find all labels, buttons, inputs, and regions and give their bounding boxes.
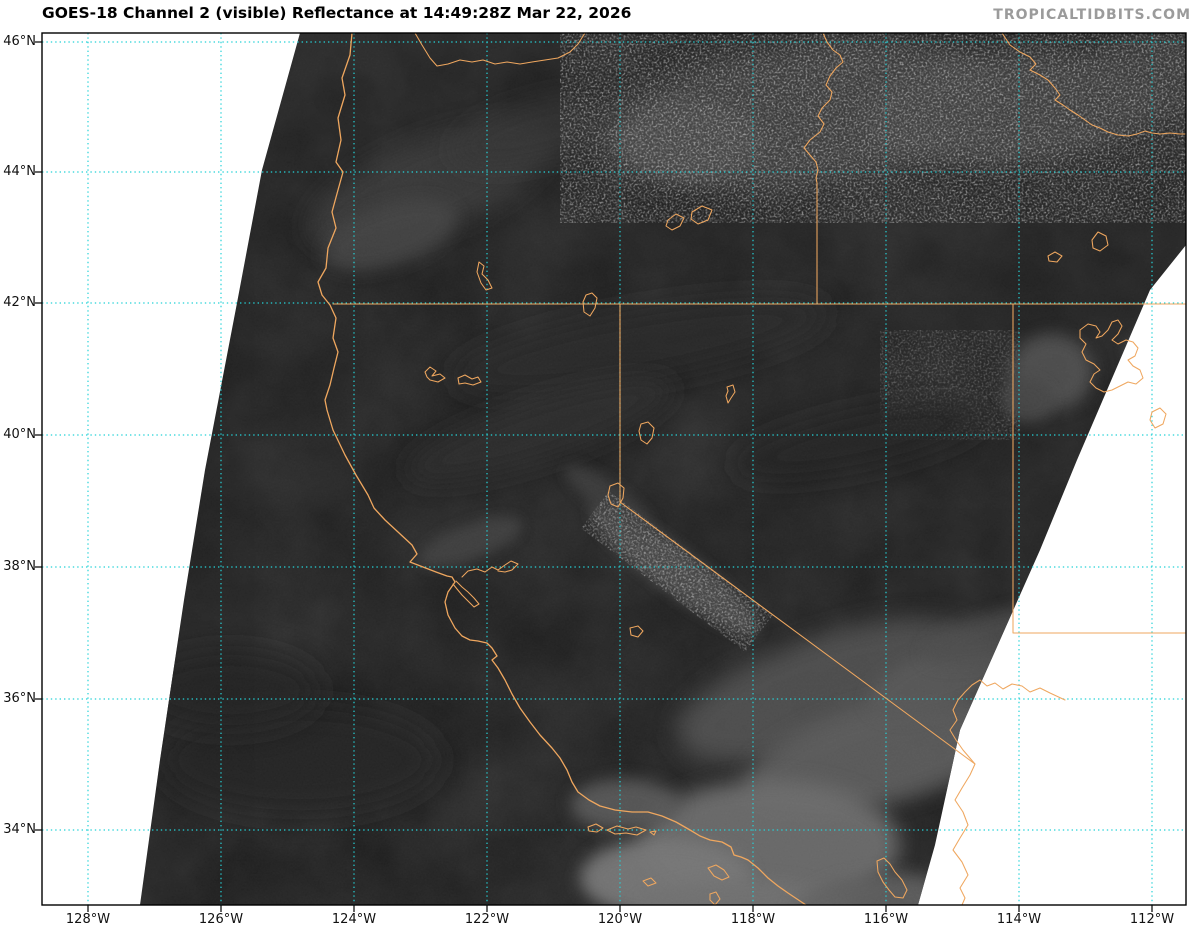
- gridlines: [42, 33, 1186, 905]
- lat-tick-label: 34°N: [3, 822, 36, 837]
- page-title: GOES-18 Channel 2 (visible) Reflectance …: [42, 4, 632, 22]
- lat-tick-label: 36°N: [3, 691, 36, 706]
- columbia-river-path: [414, 33, 586, 67]
- lon-tick-label: 124°W: [331, 912, 377, 927]
- satellite-swath: [140, 33, 1186, 905]
- lon-tick-label: 128°W: [65, 912, 111, 927]
- lat-tick-label: 42°N: [3, 295, 36, 310]
- coastline-path: [317, 33, 807, 905]
- lon-tick-label: 120°W: [597, 912, 643, 927]
- lon-tick-label: 122°W: [464, 912, 510, 927]
- tick-marks: [35, 41, 1153, 912]
- lat-tick-label: 46°N: [3, 34, 36, 49]
- sf-bay-outline: [452, 560, 519, 608]
- colorado-river-path: [949, 679, 1066, 905]
- lat-tick-label: 44°N: [3, 164, 36, 179]
- lat-tick-label: 38°N: [3, 559, 36, 574]
- watermark: TROPICALTIDBITS.COM: [993, 7, 1191, 23]
- fine-grain-noise: [140, 33, 1186, 905]
- lon-tick-label: 114°W: [996, 912, 1042, 927]
- plot-border: [41, 32, 1187, 906]
- lon-tick-label: 118°W: [730, 912, 776, 927]
- lake-outlines: [424, 205, 1167, 905]
- state-borders-path: [332, 33, 1186, 765]
- lon-tick-label: 112°W: [1129, 912, 1175, 927]
- geography: [317, 33, 1186, 905]
- lon-tick-label: 126°W: [198, 912, 244, 927]
- lon-tick-label: 116°W: [863, 912, 909, 927]
- lat-tick-label: 40°N: [3, 427, 36, 442]
